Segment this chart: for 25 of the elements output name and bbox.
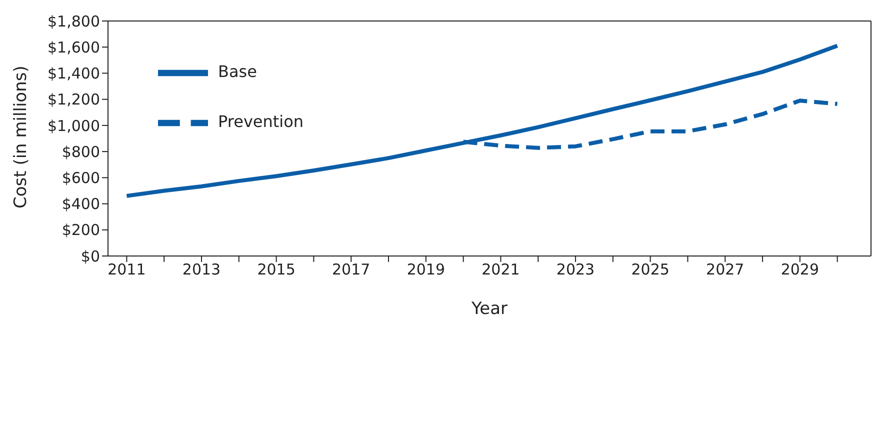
y-tick-label: $1,400 xyxy=(48,64,100,83)
x-tick-label: 2027 xyxy=(706,260,744,279)
x-tick-label: 2029 xyxy=(780,260,820,279)
x-tick-label: 2017 xyxy=(332,260,370,279)
line-series xyxy=(124,44,840,198)
x-tick-label: 2025 xyxy=(631,260,670,279)
y-axis-title: Cost (in millions) xyxy=(11,66,32,208)
x-axis-title: Year xyxy=(470,299,508,319)
y-tick-label: $1,600 xyxy=(48,38,100,56)
x-tick-label: 2013 xyxy=(182,260,221,279)
y-tick-label: $1,200 xyxy=(48,90,100,109)
y-tick-label: $600 xyxy=(62,168,100,187)
x-tick-label: 2023 xyxy=(556,260,595,279)
y-tick-label: $400 xyxy=(62,195,100,214)
x-tick-label: 2021 xyxy=(482,260,520,279)
y-tick-label: $1,000 xyxy=(48,116,100,135)
x-tick-label: 2011 xyxy=(108,260,146,279)
y-tick-label: $0 xyxy=(80,247,100,266)
y-tick-label: $800 xyxy=(62,142,100,161)
y-tick-label: $200 xyxy=(62,221,100,240)
legend-label: Prevention xyxy=(218,112,304,132)
y-tick-label: $1,800 xyxy=(48,12,100,30)
x-tick-label: 2019 xyxy=(406,260,446,279)
x-tick-label: 2015 xyxy=(257,260,296,279)
legend-label: Base xyxy=(218,62,257,82)
